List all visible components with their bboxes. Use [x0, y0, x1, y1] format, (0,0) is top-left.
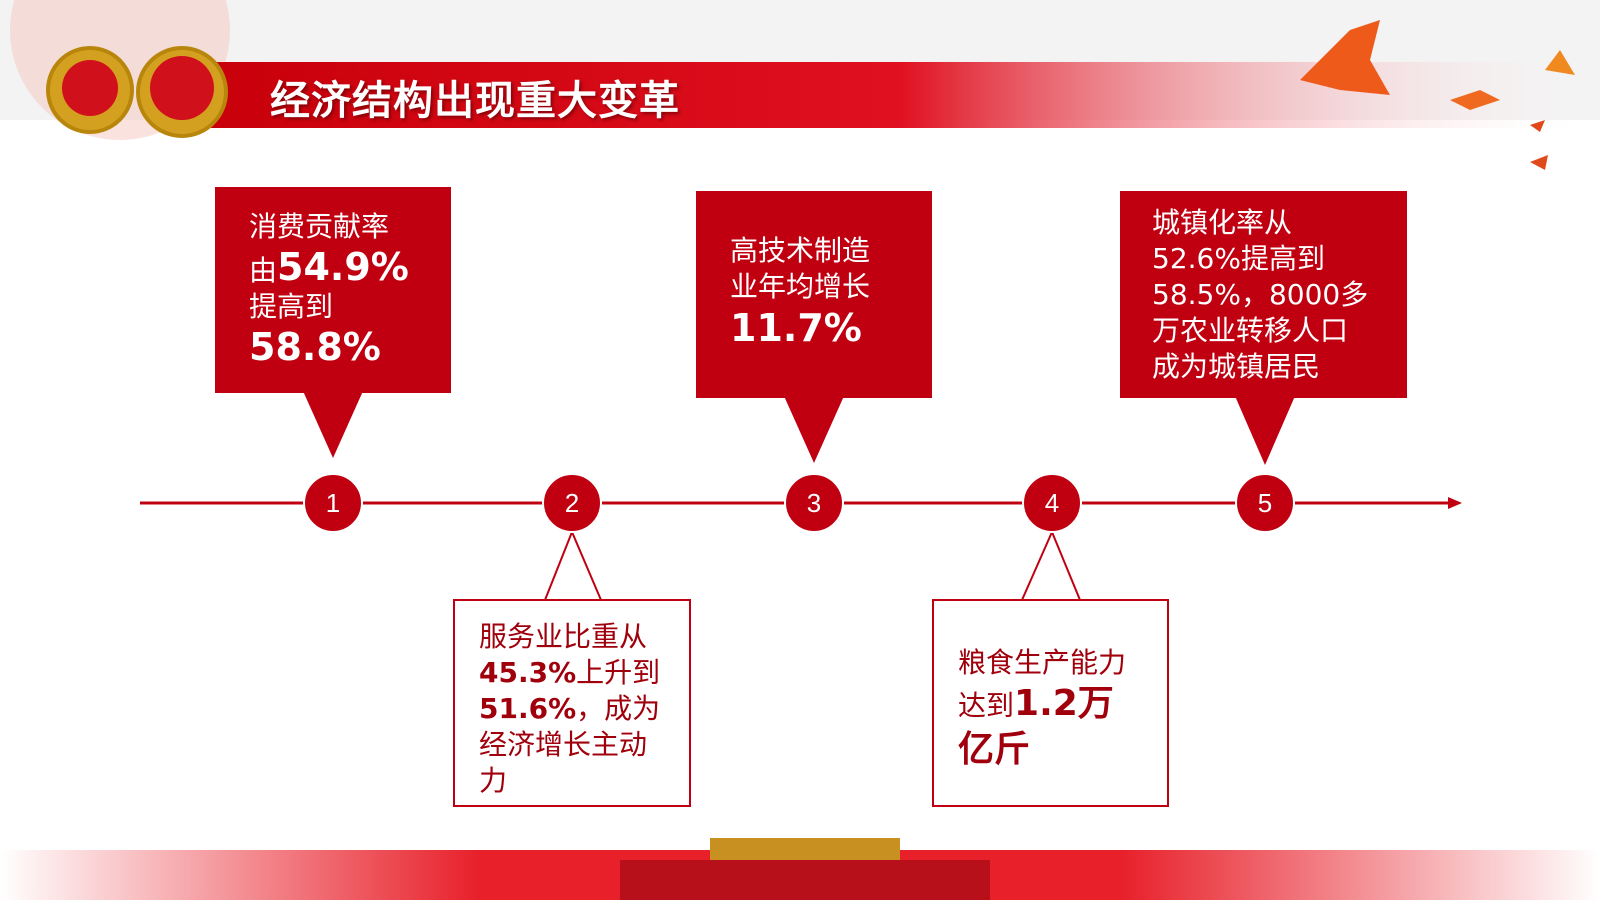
callout-text: 提高到 [249, 290, 334, 323]
timeline-node [542, 473, 602, 533]
text-line: 经济增长主动 [479, 727, 689, 763]
highlight-text: 58.8% [249, 325, 381, 369]
callout-text: 成为城镇居民 [1152, 350, 1321, 383]
text-line: 高技术制造 [730, 233, 932, 269]
gate [710, 838, 900, 860]
callout-text: 52.6%提高到 [1152, 242, 1325, 275]
emblem [62, 60, 118, 116]
callout-text: 力 [479, 764, 508, 797]
callout-text: 粮食生产能力 [958, 646, 1127, 679]
timeline-arrow [1448, 497, 1462, 509]
callout-pointer [303, 391, 363, 458]
text-line: 58.5%，8000多 [1152, 277, 1407, 313]
callout-box: 粮食生产能力 达到1.2万 亿斤 [932, 599, 1169, 807]
callout-text: 城镇化率从 [1152, 206, 1293, 239]
highlight-text: 54.9% [277, 245, 409, 289]
callout-text: 达到 [958, 689, 1015, 722]
text-line: 提高到 [249, 289, 451, 325]
node-number: 4 [1045, 488, 1059, 518]
bird [1300, 20, 1390, 95]
timeline-node [784, 473, 844, 533]
callout-box: 消费贡献率 由54.9% 提高到 58.8% [215, 187, 451, 393]
callout-text: ，成为 [576, 692, 661, 725]
highlight-text: 11.7% [730, 306, 862, 350]
callout-text: 由 [249, 254, 278, 287]
text-line: 业年均增长 [730, 269, 932, 305]
callout-text: 经济增长主动 [479, 728, 648, 761]
highlight-text: 51.6% [479, 692, 577, 725]
highlight-text: 1.2万 [1014, 683, 1114, 724]
emblem [150, 56, 214, 120]
callout-box: 高技术制造 业年均增长 11.7% [696, 191, 932, 398]
callout-pointer [784, 396, 844, 463]
bird [1530, 120, 1545, 132]
text-line: 力 [479, 763, 689, 799]
node-number: 3 [807, 488, 821, 518]
callout-text: 高技术制造 [730, 234, 871, 267]
text-line: 52.6%提高到 [1152, 241, 1407, 277]
text-line: 万农业转移人口 [1152, 313, 1407, 349]
timeline-node [1235, 473, 1295, 533]
callout-pointer [1021, 529, 1081, 601]
node-number: 1 [326, 488, 340, 518]
callout-pointer [1235, 396, 1295, 465]
text-line: 51.6%，成为 [479, 691, 689, 727]
text-line: 服务业比重从 [479, 619, 689, 655]
callout-text: 58.5%，8000多 [1152, 278, 1369, 311]
bird [1530, 155, 1548, 170]
text-line: 粮食生产能力 [958, 645, 1167, 681]
bird [1450, 90, 1500, 110]
callout-pointer [544, 529, 602, 601]
text-line: 11.7% [730, 305, 932, 351]
text-line: 亿斤 [958, 727, 1167, 773]
text-line: 45.3%上升到 [479, 655, 689, 691]
gate [620, 860, 990, 900]
text-line: 城镇化率从 [1152, 205, 1407, 241]
callout-box: 城镇化率从 52.6%提高到 58.5%，8000多 万农业转移人口 成为城镇居民 [1120, 191, 1407, 398]
text-line: 由54.9% [249, 245, 451, 289]
text-line: 达到1.2万 [958, 681, 1167, 727]
node-number: 2 [565, 488, 579, 518]
callout-text: 万农业转移人口 [1152, 314, 1349, 347]
callout-text: 消费贡献率 [249, 210, 390, 243]
timeline-node [1022, 473, 1082, 533]
text-line: 消费贡献率 [249, 209, 451, 245]
highlight-text: 45.3% [479, 656, 577, 689]
node-number: 5 [1258, 488, 1272, 518]
highlight-text: 亿斤 [958, 729, 1031, 770]
callout-box: 服务业比重从 45.3%上升到 51.6%，成为 经济增长主动力 [453, 599, 691, 807]
timeline-node [303, 473, 363, 533]
callout-text: 上升到 [576, 656, 661, 689]
title: 经济结构出现重大变革 [270, 78, 680, 124]
callout-text: 业年均增长 [730, 270, 871, 303]
callout-text: 服务业比重从 [479, 620, 648, 653]
bird [1545, 50, 1575, 75]
text-line: 成为城镇居民 [1152, 349, 1407, 385]
text-line: 58.8% [249, 325, 451, 369]
